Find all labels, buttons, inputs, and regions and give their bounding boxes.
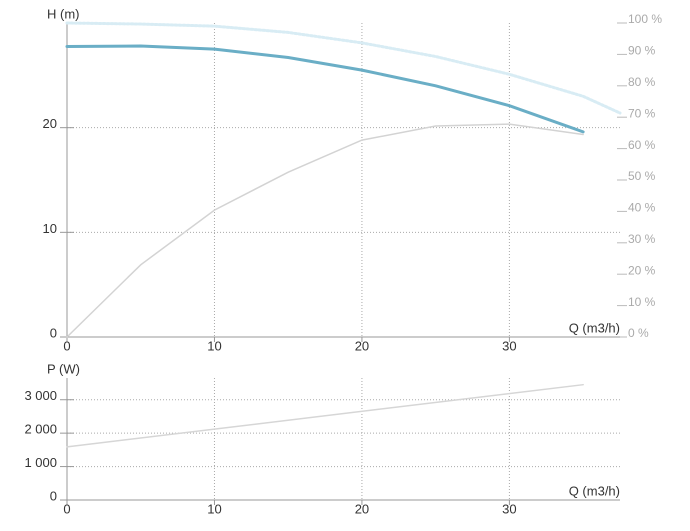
y-axis-label: H (m) xyxy=(47,6,80,21)
y-tick-label: 3 000 xyxy=(24,388,57,403)
y-tick-label: 10 xyxy=(43,221,57,236)
curve xyxy=(66,123,584,338)
y2-tick-label: 80 % xyxy=(628,75,656,89)
x-axis-label: Q (m3/h) xyxy=(569,320,620,335)
curve xyxy=(65,44,585,134)
y-tick-label: 1 000 xyxy=(24,455,57,470)
x-tick-label: 10 xyxy=(207,338,221,353)
x-tick-label: 0 xyxy=(63,338,70,353)
x-tick-label: 20 xyxy=(355,338,369,353)
y2-tick-label: 10 % xyxy=(628,295,656,309)
y2-tick-label: 0 % xyxy=(628,326,649,340)
y-tick-label: 2 000 xyxy=(24,422,57,437)
y2-tick-label: 100 % xyxy=(628,12,662,26)
y-tick-label: 0 xyxy=(50,325,57,340)
y-axis-label: P (W) xyxy=(47,361,80,376)
y2-tick-label: 20 % xyxy=(628,263,656,277)
curve xyxy=(65,21,622,115)
y-tick-label: 0 xyxy=(50,488,57,503)
y2-tick-label: 50 % xyxy=(628,169,656,183)
x-tick-label: 30 xyxy=(502,338,516,353)
y2-tick-label: 40 % xyxy=(628,201,656,215)
y2-tick-label: 30 % xyxy=(628,232,656,246)
x-axis-label: Q (m3/h) xyxy=(569,483,620,498)
y2-tick-label: 70 % xyxy=(628,106,656,120)
x-tick-label: 30 xyxy=(502,501,516,516)
y2-tick-label: 60 % xyxy=(628,138,656,152)
x-tick-label: 0 xyxy=(63,501,70,516)
y-tick-label: 20 xyxy=(43,116,57,131)
x-tick-label: 10 xyxy=(207,501,221,516)
x-tick-label: 20 xyxy=(355,501,369,516)
y2-tick-label: 90 % xyxy=(628,44,656,58)
curve xyxy=(66,383,584,448)
